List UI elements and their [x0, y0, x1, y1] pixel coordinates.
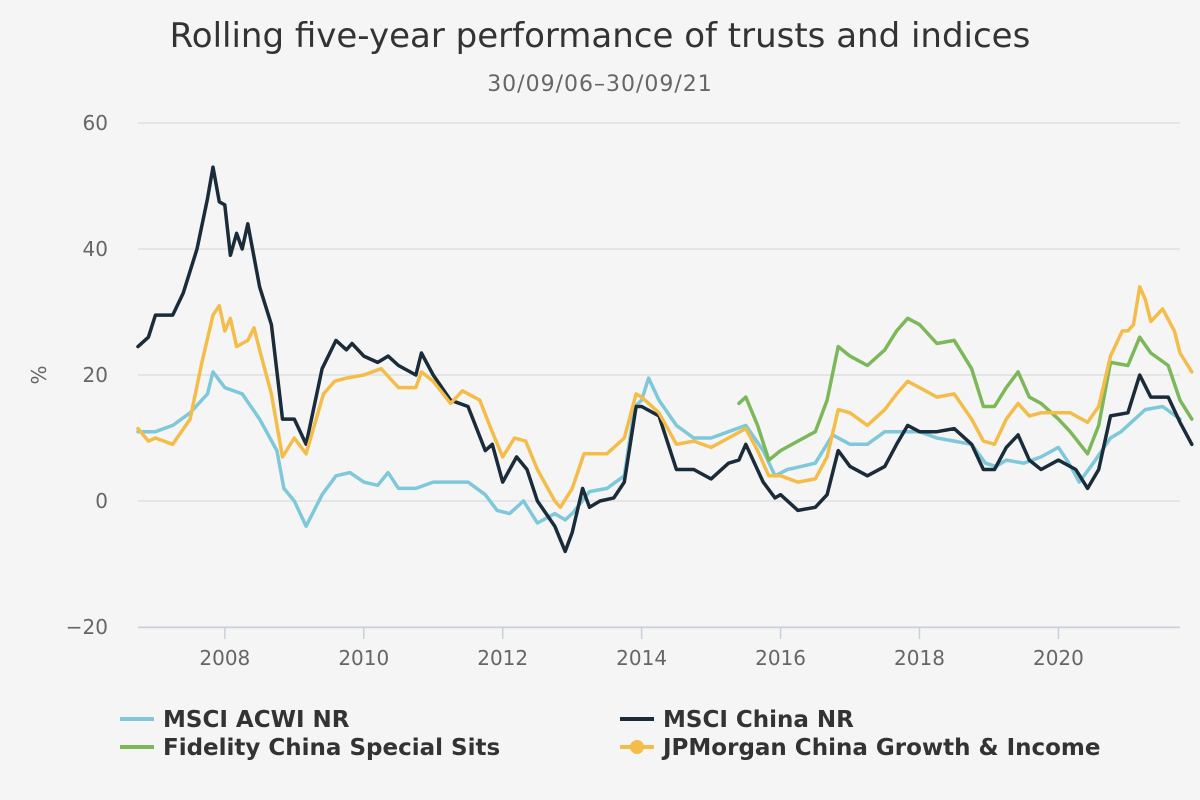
- legend-item-fidelity-china-special-sits[interactable]: Fidelity China Special Sits: [120, 735, 500, 761]
- series-line-fidelity-china-special-sits: [737, 316, 1194, 462]
- x-tick-label: 2012: [477, 646, 528, 670]
- legend-label: MSCI China NR: [663, 707, 854, 733]
- legend-item-msci-acwi-nr[interactable]: MSCI ACWI NR: [120, 707, 350, 733]
- y-tick-label: −20: [66, 615, 108, 639]
- x-tick-label: 2016: [755, 646, 806, 670]
- x-tick-label: 2010: [338, 646, 389, 670]
- legend-label: MSCI ACWI NR: [163, 707, 350, 733]
- series-lines: [136, 165, 1194, 554]
- legend-marker: [630, 740, 644, 754]
- x-tick-label: 2018: [894, 646, 945, 670]
- grid: [138, 122, 1180, 628]
- y-tick-label: 60: [83, 111, 108, 135]
- x-tick-label: 2014: [616, 646, 667, 670]
- legend-label: Fidelity China Special Sits: [163, 735, 500, 761]
- series-line-msci-acwi-nr: [136, 370, 1182, 528]
- legend-label: JPMorgan China Growth & Income: [661, 735, 1101, 761]
- legend-item-msci-china-nr[interactable]: MSCI China NR: [620, 707, 854, 733]
- series-line-msci-china-nr: [136, 165, 1194, 554]
- y-tick-label: 0: [95, 489, 108, 513]
- legend: MSCI ACWI NR MSCI China NR Fidelity China …: [120, 707, 1101, 761]
- y-axis-label: %: [27, 365, 51, 384]
- legend-item-jpmorgan-china-growth-income[interactable]: JPMorgan China Growth & Income: [620, 735, 1101, 761]
- x-tick-label: 2008: [199, 646, 250, 670]
- chart-subtitle: 30/09/06–30/09/21: [487, 72, 713, 97]
- axes: −20 0 20 40 60 2008 2010 2012 2014 2016 2018 2020: [66, 111, 1180, 670]
- series-line-jpmorgan-china-growth-income: [136, 285, 1194, 510]
- x-tick-label: 2020: [1033, 646, 1084, 670]
- y-tick-label: 20: [83, 363, 108, 387]
- y-tick-label: 40: [83, 237, 108, 261]
- chart-title: Rolling five-year performance of trusts …: [170, 16, 1031, 56]
